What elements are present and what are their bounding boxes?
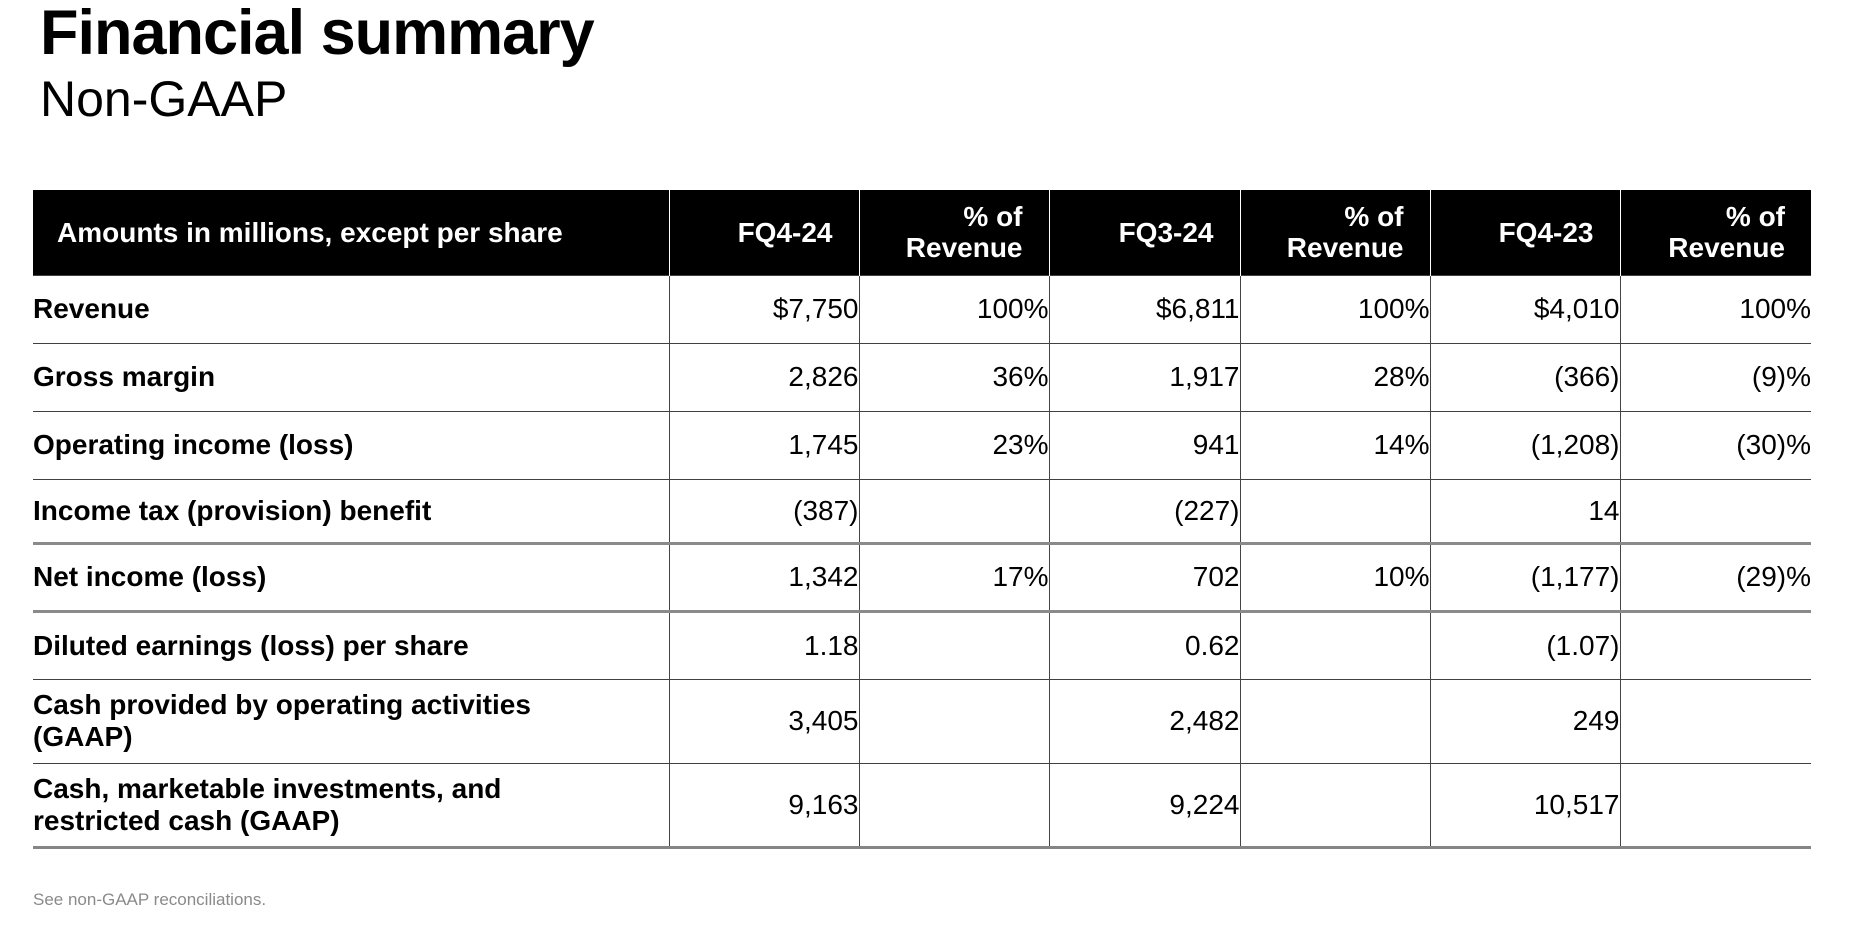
cell-value	[1620, 678, 1811, 763]
column-header-amounts: Amounts in millions, except per share	[33, 190, 670, 275]
row-label: Gross margin	[33, 361, 216, 393]
cell-value: 9,224	[1049, 762, 1241, 849]
row-label: Revenue	[33, 293, 150, 325]
column-header-pct-revenue-2: % of Revenue	[1240, 190, 1431, 275]
cell-value: 100%	[1240, 274, 1431, 343]
row-label: Income tax (provision) benefit	[33, 494, 432, 526]
cell-value: 14	[1430, 478, 1621, 543]
cell-value	[1620, 762, 1811, 849]
cell-value: 3,405	[669, 678, 860, 763]
cell-value: (1,177)	[1430, 541, 1621, 611]
row-label: Diluted earnings (loss) per share	[33, 629, 469, 661]
cell-value: 1,342	[669, 541, 860, 611]
cell-value: 249	[1430, 678, 1621, 763]
row-label: Net income (loss)	[33, 561, 267, 593]
cell-value	[1620, 478, 1811, 543]
cell-value: 23%	[859, 410, 1050, 479]
column-header-pct-revenue-3: % of Revenue	[1620, 190, 1811, 275]
cell-value	[1240, 678, 1431, 763]
cell-value: 1.18	[669, 609, 860, 679]
cell-value: $7,750	[669, 274, 860, 343]
table-row-net-income: Net income (loss) 1,342 17% 702 10% (1,1…	[33, 541, 1811, 611]
page-subtitle: Non-GAAP	[40, 71, 288, 127]
cell-value: 1,745	[669, 410, 860, 479]
cell-value	[859, 478, 1050, 543]
cell-value: (1,208)	[1430, 410, 1621, 479]
cell-value: 10%	[1240, 541, 1431, 611]
title-block: Financial summary Non-GAAP	[40, 0, 595, 127]
column-header-fq4-24: FQ4-24	[669, 190, 860, 275]
row-label: Operating income (loss)	[33, 429, 354, 461]
cell-value: 0.62	[1049, 609, 1241, 679]
column-header-pct-revenue-1: % of Revenue	[859, 190, 1050, 275]
cell-value	[1240, 478, 1431, 543]
cell-value: (29)%	[1620, 541, 1811, 611]
cell-value: 100%	[859, 274, 1050, 343]
cell-value	[1240, 609, 1431, 679]
table-row-operating-income: Operating income (loss) 1,745 23% 941 14…	[33, 410, 1811, 479]
cell-value: 9,163	[669, 762, 860, 849]
cell-value: (9)%	[1620, 342, 1811, 411]
footnote: See non-GAAP reconciliations.	[33, 890, 267, 909]
table-row-cash-operating: Cash provided by operating activities (G…	[33, 678, 1811, 763]
cell-value: 2,482	[1049, 678, 1241, 763]
cell-value: $4,010	[1430, 274, 1621, 343]
table-row-income-tax: Income tax (provision) benefit (387) (22…	[33, 478, 1811, 543]
row-label: Cash, marketable investments, and restri…	[33, 772, 502, 836]
cell-value: (366)	[1430, 342, 1621, 411]
cell-value	[1620, 609, 1811, 679]
cell-value: 36%	[859, 342, 1050, 411]
cell-value: 14%	[1240, 410, 1431, 479]
cell-value: (1.07)	[1430, 609, 1621, 679]
cell-value: 2,826	[669, 342, 860, 411]
table-row-diluted-eps: Diluted earnings (loss) per share 1.18 0…	[33, 609, 1811, 679]
cell-value: (387)	[669, 478, 860, 543]
table-row-cash-investments: Cash, marketable investments, and restri…	[33, 762, 1811, 849]
column-header-fq3-24: FQ3-24	[1049, 190, 1241, 275]
page-title: Financial summary	[40, 0, 595, 68]
column-header-fq4-23: FQ4-23	[1430, 190, 1621, 275]
cell-value	[1240, 762, 1431, 849]
cell-value: (30)%	[1620, 410, 1811, 479]
cell-value: 941	[1049, 410, 1241, 479]
table-row-gross-margin: Gross margin 2,826 36% 1,917 28% (366) (…	[33, 342, 1811, 411]
cell-value: 1,917	[1049, 342, 1241, 411]
cell-value	[859, 609, 1050, 679]
cell-value: 17%	[859, 541, 1050, 611]
financial-summary-table: Amounts in millions, except per share FQ…	[33, 190, 1811, 849]
row-label: Cash provided by operating activities (G…	[33, 689, 531, 752]
table-header-row: Amounts in millions, except per share FQ…	[33, 190, 1811, 275]
cell-value: 28%	[1240, 342, 1431, 411]
table-row-revenue: Revenue $7,750 100% $6,811 100% $4,010 1…	[33, 274, 1811, 343]
cell-value: (227)	[1049, 478, 1241, 543]
cell-value: 100%	[1620, 274, 1811, 343]
cell-value: 702	[1049, 541, 1241, 611]
cell-value: 10,517	[1430, 762, 1621, 849]
cell-value: $6,811	[1049, 274, 1241, 343]
cell-value	[859, 678, 1050, 763]
cell-value	[859, 762, 1050, 849]
